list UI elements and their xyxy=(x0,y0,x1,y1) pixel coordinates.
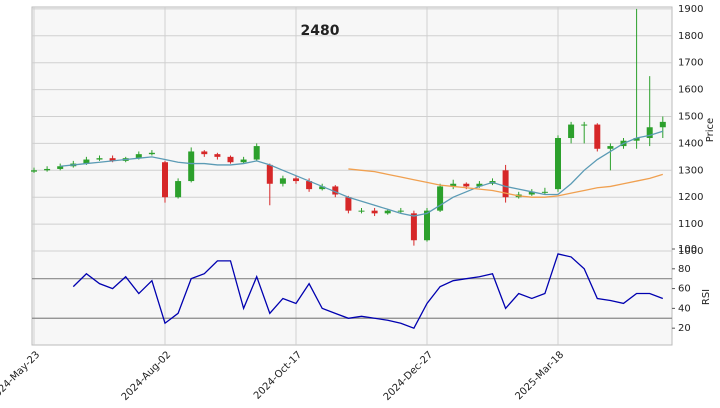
candle-body xyxy=(607,146,614,149)
rsi-tick-label: 20 xyxy=(678,323,691,334)
candle-body xyxy=(83,159,90,164)
plot-area xyxy=(31,6,673,346)
candle-body xyxy=(188,151,195,182)
candle-body xyxy=(253,146,260,160)
x-tick-label: 2024-Aug-02 xyxy=(120,349,174,403)
candle-body xyxy=(646,127,653,139)
y-tick-label: 1300 xyxy=(678,165,703,176)
candle-body xyxy=(96,158,103,160)
candle-body xyxy=(450,183,457,187)
candle-body xyxy=(57,166,64,169)
moving-average xyxy=(60,130,663,217)
candle-body xyxy=(201,151,208,155)
y-axis-label: Price xyxy=(705,118,716,142)
candle-body xyxy=(44,168,51,171)
candle-body xyxy=(240,159,247,163)
y-tick-label: 1800 xyxy=(678,31,703,42)
candle-body xyxy=(384,210,391,214)
moving-average xyxy=(348,168,663,198)
y-tick-label: 1400 xyxy=(678,138,703,149)
candle-body xyxy=(397,210,404,212)
y-tick-label: 1200 xyxy=(678,192,703,203)
candle-body xyxy=(227,156,234,163)
candle-body xyxy=(555,138,561,190)
candle-body xyxy=(279,178,286,184)
candle-body xyxy=(31,170,37,172)
rsi-line xyxy=(72,253,664,329)
candle-body xyxy=(345,197,352,211)
y-tick-label: 1500 xyxy=(678,111,703,122)
candle-body xyxy=(319,186,326,190)
candle-body xyxy=(437,186,444,211)
candle-body xyxy=(528,191,535,195)
candle-body xyxy=(214,154,221,157)
candle-body xyxy=(148,152,155,155)
y-tick-label: 1900 xyxy=(678,4,703,15)
candle-body xyxy=(463,183,470,187)
candle-body xyxy=(424,210,430,241)
candle-body xyxy=(410,213,417,241)
x-tick-label: 2024-May-23 xyxy=(0,349,42,403)
y-tick-label: 1600 xyxy=(678,85,703,96)
y-tick-label: 1100 xyxy=(678,219,703,230)
candle-body xyxy=(162,162,168,198)
candle-body xyxy=(633,138,640,141)
candle-body xyxy=(581,124,588,126)
candle-body xyxy=(332,186,339,195)
candle-body xyxy=(306,181,313,190)
rsi-tick-label: 40 xyxy=(678,303,691,314)
candle-body xyxy=(476,183,483,187)
candle-body xyxy=(659,121,666,128)
x-tick-label: 2025-Mar-18 xyxy=(513,349,566,402)
x-tick-label: 2024-Oct-17 xyxy=(252,349,304,401)
chart-title: 2480 xyxy=(301,23,340,39)
candle-body xyxy=(594,124,601,149)
candle-body xyxy=(358,210,365,212)
rsi-axis-label: RSI xyxy=(701,289,712,305)
x-tick-label: 2024-Dec-27 xyxy=(382,349,436,403)
rsi-tick-label: 60 xyxy=(678,284,691,295)
candle-body xyxy=(293,178,299,182)
candle-body xyxy=(502,170,509,198)
candle-body xyxy=(371,210,378,214)
candle-body xyxy=(109,158,116,161)
candle-body xyxy=(266,164,273,184)
candle-body xyxy=(175,181,182,198)
rsi-tick-label: 80 xyxy=(678,264,691,275)
candle-body xyxy=(135,154,142,159)
y-tick-label: 1700 xyxy=(678,58,703,69)
y-tick-label: 1000 xyxy=(678,246,703,257)
rsi-tick-label: 100 xyxy=(678,244,697,255)
candle-body xyxy=(568,124,575,139)
candle-body xyxy=(541,191,548,193)
